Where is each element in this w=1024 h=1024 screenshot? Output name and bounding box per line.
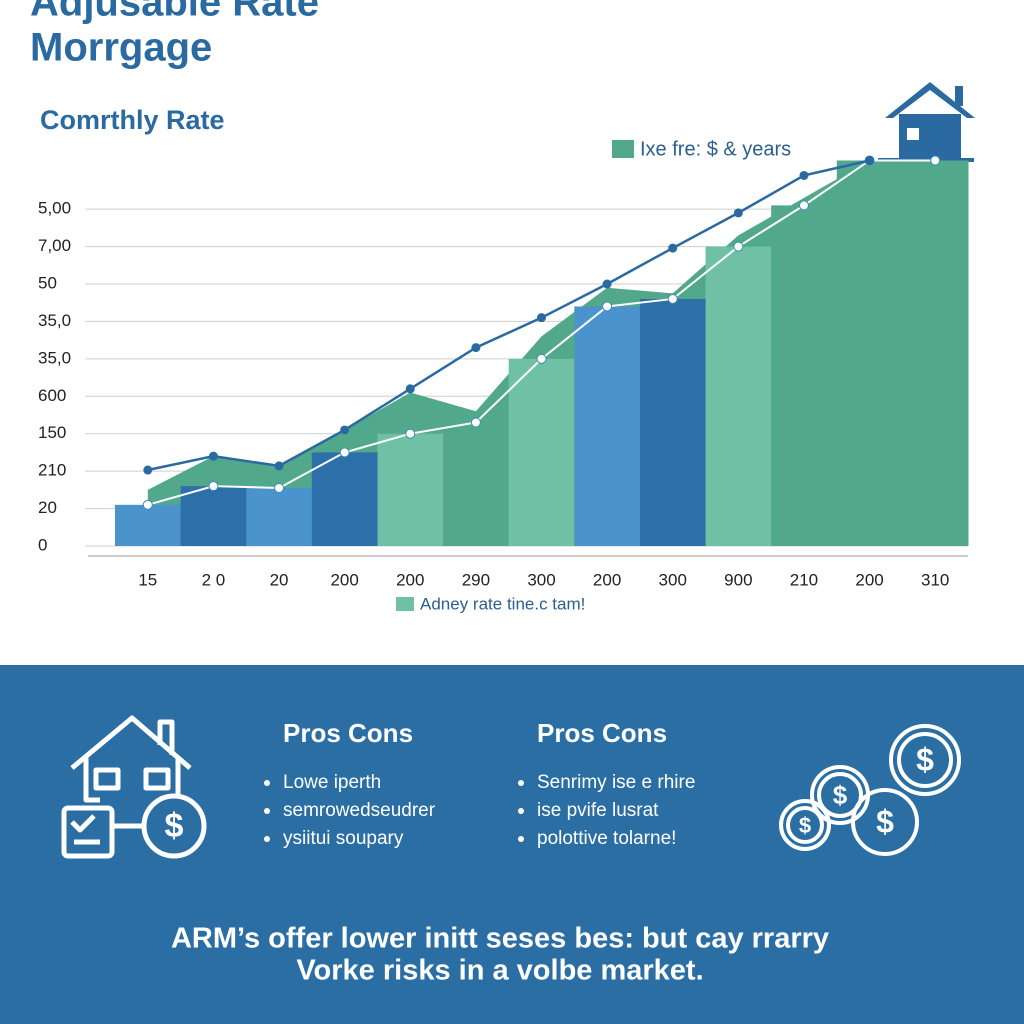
bullet <box>264 808 270 814</box>
title: Morrgage <box>30 26 212 70</box>
bar <box>180 486 247 546</box>
line <box>147 159 870 472</box>
legend-swatch <box>396 597 414 611</box>
line-dot <box>865 155 875 165</box>
bullet <box>518 780 524 786</box>
bullet-text: polottive tolarne! <box>537 828 676 849</box>
column-heading: Pros Cons <box>283 718 413 748</box>
bar <box>902 160 969 546</box>
x-tick-label: 200 <box>396 570 424 589</box>
bullet-text: ise pvife lusrat <box>537 800 659 821</box>
line-dot <box>537 313 546 323</box>
svg-text:$: $ <box>833 780 848 810</box>
x-tick-label: 15 <box>138 570 157 589</box>
x-tick-label: 200 <box>593 570 621 589</box>
line-dot <box>602 279 612 289</box>
y-tick-label: 50 <box>38 273 57 292</box>
bar-top-dot <box>798 200 809 211</box>
bar <box>705 246 772 547</box>
bar <box>115 504 182 546</box>
y-tick-label: 20 <box>38 498 57 517</box>
y-tick-label: 0 <box>38 535 47 554</box>
line-dot <box>274 461 284 471</box>
bar-top-dot <box>142 499 153 510</box>
x-tick-label: 900 <box>724 570 752 589</box>
coins-icon: $ $ $ $ <box>779 724 961 856</box>
bar <box>574 306 641 546</box>
y-tick-label: 35,0 <box>38 311 71 330</box>
bar-top-dot <box>536 353 547 364</box>
bar-top-dot <box>339 447 350 458</box>
bullet <box>264 780 270 786</box>
bar-top-dot <box>470 417 481 428</box>
bar-top-dot <box>930 155 941 166</box>
y-tick-label: 5,00 <box>38 199 71 218</box>
bar <box>443 422 510 546</box>
x-tick-label: 290 <box>462 570 490 589</box>
legend-label: Ixe fre: $ & years <box>640 138 791 160</box>
bar <box>246 487 313 546</box>
bullet-text: Senrimy ise e rhire <box>537 772 695 793</box>
bullet-text: semrowedseudrer <box>283 800 436 821</box>
bullet-text: ysiitui soupary <box>283 828 404 849</box>
chart: 0 20 210 150 600 35,0 35,0 50 7,00 5,00 15 2 0 20 200… <box>38 138 969 613</box>
x-tick-label: 200 <box>330 570 358 589</box>
x-tick-label: 20 <box>270 570 289 589</box>
bar-top-dot <box>274 482 285 493</box>
house-money-icon: $ <box>61 715 207 859</box>
svg-text:$: $ <box>165 807 184 845</box>
bullet <box>264 836 270 842</box>
bar-top-dot <box>208 481 219 492</box>
column-heading: Pros Cons <box>537 718 667 748</box>
pros-cons: Pros Cons Lowe iperth semrowedseudrer ysiit… <box>171 718 829 987</box>
bar <box>377 433 444 546</box>
line-dot <box>668 243 678 253</box>
svg-text:$: $ <box>876 803 894 839</box>
line-dot <box>208 451 218 461</box>
title: Adjusable Rate <box>30 0 319 25</box>
bullet <box>518 808 524 814</box>
x-tick-label: 200 <box>855 570 883 589</box>
bar <box>311 452 378 546</box>
bar <box>508 358 575 546</box>
bar-top-dot <box>602 301 613 312</box>
bullet <box>518 836 524 842</box>
bar <box>639 298 707 546</box>
subtitle: Comrthly Rate <box>40 105 225 135</box>
line-dot <box>405 384 415 394</box>
bar <box>771 205 838 546</box>
bar-top-dot <box>405 428 416 439</box>
bar-top-dot <box>733 241 744 252</box>
x-tick-label: 310 <box>921 570 949 589</box>
x-tick-label: 210 <box>790 570 818 589</box>
x-tick-label: 2 0 <box>202 570 226 589</box>
line-dot <box>143 465 153 475</box>
svg-text:$: $ <box>799 813 811 838</box>
legend-swatch <box>612 140 634 158</box>
bar-top-dot <box>667 293 678 304</box>
y-tick-label: 35,0 <box>38 348 71 367</box>
y-tick-label: 210 <box>38 461 66 480</box>
legend-label: Adney rate tine.c tam! <box>420 594 585 613</box>
x-tick-label: 300 <box>659 570 687 589</box>
y-tick-label: 7,00 <box>38 236 71 255</box>
bullet-text: Lowe iperth <box>283 772 381 793</box>
line-dot <box>471 343 481 353</box>
house-icon <box>878 82 975 162</box>
y-tick-label: 150 <box>38 423 66 442</box>
line-dot <box>799 170 809 180</box>
summary: Vorke risks in a volbe market. <box>296 955 703 987</box>
y-tick-label: 600 <box>38 386 66 405</box>
svg-text:$: $ <box>916 741 934 777</box>
x-tick-label: 300 <box>527 570 555 589</box>
line-dot <box>733 208 743 218</box>
line-dot <box>340 425 350 435</box>
summary: ARM’s offer lower initt seses bes: but c… <box>171 923 829 955</box>
bar <box>836 160 903 546</box>
